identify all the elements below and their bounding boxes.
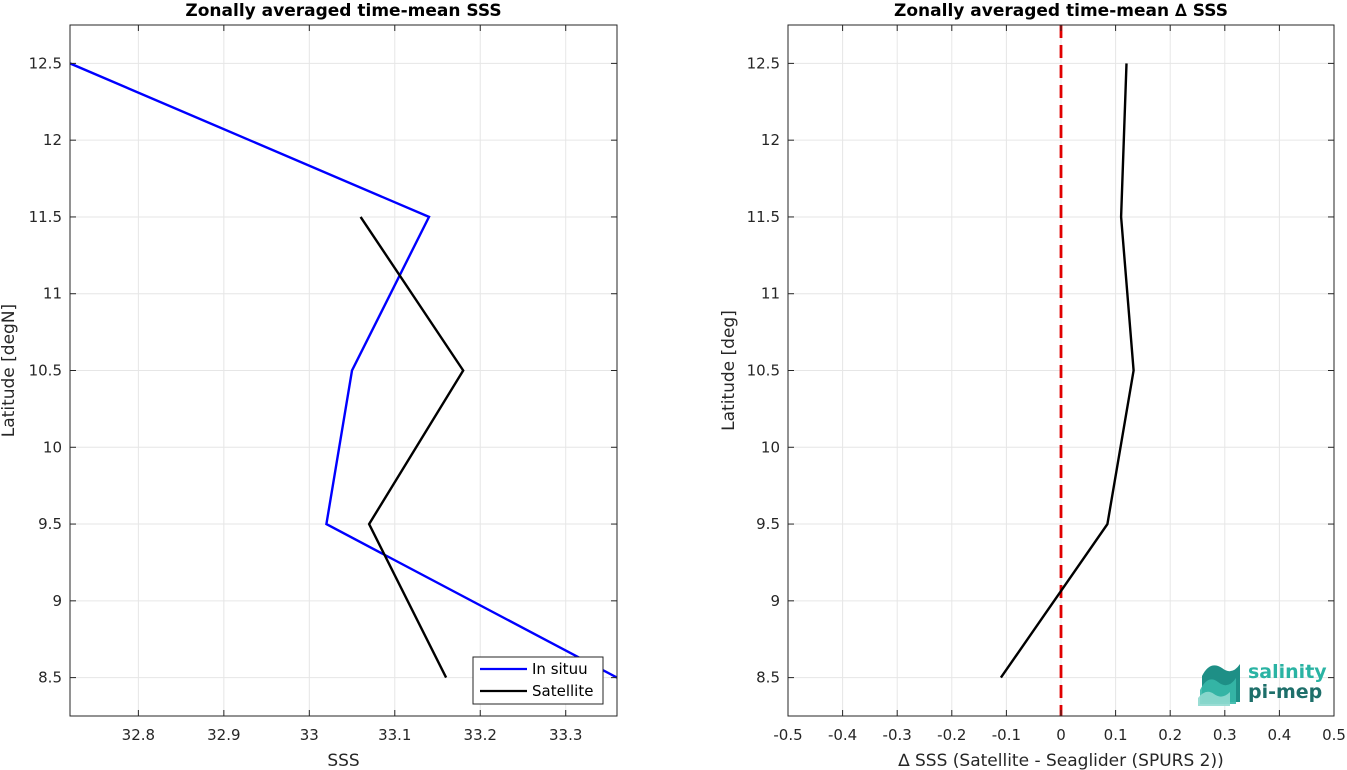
y-tick-label: 12.5 [747,54,780,72]
x-tick-label: 33.2 [464,726,497,744]
sss-ticks: 32.8 32.9 33 33.1 33.2 33.3 8.5 9 9.5 10 10.5 11 11.… [29,25,617,744]
legend-label-in-situ: In situu [532,660,588,678]
y-tick-label: 11.5 [29,208,62,226]
legend-label-satellite: Satellite [532,682,593,700]
sss-series [70,62,617,679]
y-tick-label: 11.5 [747,208,780,226]
y-tick-label: 12.5 [29,54,62,72]
y-tick-label: 8.5 [756,669,780,687]
y-tick-label: 8.5 [38,669,62,687]
logo-text-pi-mep: pi-mep [1248,681,1322,703]
y-tick-label: 10 [761,438,780,456]
logo-text-salinity: salinity [1248,661,1327,683]
x-tick-label: 32.8 [122,726,155,744]
x-tick-label: 0.4 [1267,726,1291,744]
y-tick-label: 9.5 [756,515,780,533]
delta-sss-panel: -0.5 -0.4 -0.3 -0.2 -0.1 0 0.1 0.2 0.3 0.4 0.5 8.5 9… [719,1,1346,770]
delta-sss-ticks: -0.5 -0.4 -0.3 -0.2 -0.1 0 0.1 0.2 0.3 0.4 0.5 8.5 9… [747,25,1346,744]
sss-chart-title: Zonally averaged time-mean SSS [185,1,501,21]
x-tick-label: -0.5 [773,726,802,744]
x-tick-label: -0.2 [937,726,966,744]
x-tick-label: 0.2 [1158,726,1182,744]
y-tick-label: 9 [52,592,62,610]
y-tick-label: 10.5 [29,362,62,380]
y-tick-label: 9 [770,592,780,610]
sss-y-axis-label: Latitude [degN] [0,304,19,437]
x-tick-label: -0.4 [828,726,857,744]
y-tick-label: 12 [761,131,780,149]
y-tick-label: 10.5 [747,362,780,380]
y-tick-label: 12 [43,131,62,149]
sss-grid [70,25,617,716]
logo-wave-front [1198,691,1230,706]
x-tick-label: 0.3 [1213,726,1237,744]
x-tick-label: 0.1 [1104,726,1128,744]
legend-box [472,656,604,705]
series-line-delta-sss [999,63,1135,679]
x-tick-label: 32.9 [207,726,240,744]
delta-sss-chart-title: Zonally averaged time-mean ∆ SSS [894,1,1228,21]
x-tick-label: 0.5 [1322,726,1346,744]
y-tick-label: 9.5 [38,515,62,533]
x-tick-label: 33 [300,726,319,744]
y-tick-label: 11 [761,285,780,303]
delta-sss-series [999,63,1135,679]
sss-x-axis-label: SSS [327,751,359,770]
sss-legend: In situu Satellite [472,656,604,705]
x-tick-label: 0 [1056,726,1066,744]
delta-sss-y-axis-label: Latitude [deg] [719,310,739,431]
y-tick-label: 11 [43,285,62,303]
x-tick-label: -0.3 [883,726,912,744]
delta-sss-x-axis-label: ∆ SSS (Satellite - Seaglider (SPURS 2)) [897,751,1224,770]
sss-panel: 32.8 32.9 33 33.1 33.2 33.3 8.5 9 9.5 10 10.5 11 11.… [0,1,618,770]
salinity-pi-mep-logo: salinity pi-mep [1198,661,1327,706]
y-tick-label: 10 [43,438,62,456]
x-tick-label: 33.1 [378,726,411,744]
x-tick-label: 33.3 [549,726,582,744]
series-line-satellite [359,216,465,679]
series-line-in-situu [70,62,617,679]
x-tick-label: -0.1 [992,726,1021,744]
